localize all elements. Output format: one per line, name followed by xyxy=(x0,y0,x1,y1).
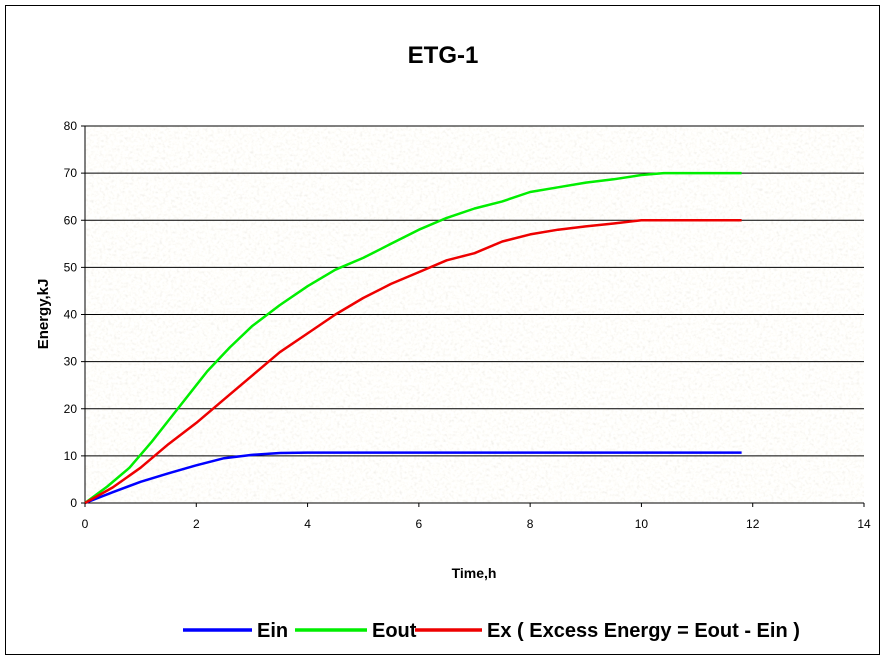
x-axis-label: Time,h xyxy=(452,565,497,581)
x-tick-label: 4 xyxy=(304,517,311,531)
x-tick-label: 6 xyxy=(416,517,423,531)
legend-item: Ex ( Excess Energy = Eout - Ein ) xyxy=(415,620,800,642)
legend-label: Ex ( Excess Energy = Eout - Ein ) xyxy=(487,620,800,642)
x-tick-label: 10 xyxy=(635,517,649,531)
x-tick-labels: 0 2 4 6 8 10 12 14 xyxy=(82,503,871,531)
y-tick-label: 40 xyxy=(64,308,78,322)
legend: Ein Eout Ex ( Excess Energy = Eout - Ein ) xyxy=(183,620,800,642)
y-tick-label: 30 xyxy=(64,355,78,369)
y-tick-label: 70 xyxy=(64,166,78,180)
series-line-eout xyxy=(84,171,742,505)
y-tick-label: 80 xyxy=(64,119,78,133)
x-tick-label: 12 xyxy=(746,517,760,531)
x-tick-label: 2 xyxy=(193,517,200,531)
y-tick-label: 60 xyxy=(64,213,78,227)
y-tick-label: 50 xyxy=(64,260,78,274)
series-line-ex xyxy=(84,219,742,505)
y-tick-label: 10 xyxy=(64,449,78,463)
legend-label: Ein xyxy=(257,620,288,642)
series-line-ein xyxy=(84,451,742,505)
y-tick-labels: 0 10 20 30 40 50 60 70 80 xyxy=(64,119,85,510)
x-tick-label: 0 xyxy=(82,517,89,531)
y-axis-label: Energy,kJ xyxy=(35,279,52,350)
series-lines xyxy=(84,171,742,505)
y-tick-label: 0 xyxy=(70,496,77,510)
legend-item: Eout xyxy=(295,620,417,642)
legend-label: Eout xyxy=(372,620,417,642)
y-tick-label: 20 xyxy=(64,402,78,416)
chart-title: ETG-1 xyxy=(408,42,479,69)
legend-item: Ein xyxy=(183,620,288,642)
x-tick-label: 14 xyxy=(857,517,871,531)
x-tick-label: 8 xyxy=(527,517,534,531)
